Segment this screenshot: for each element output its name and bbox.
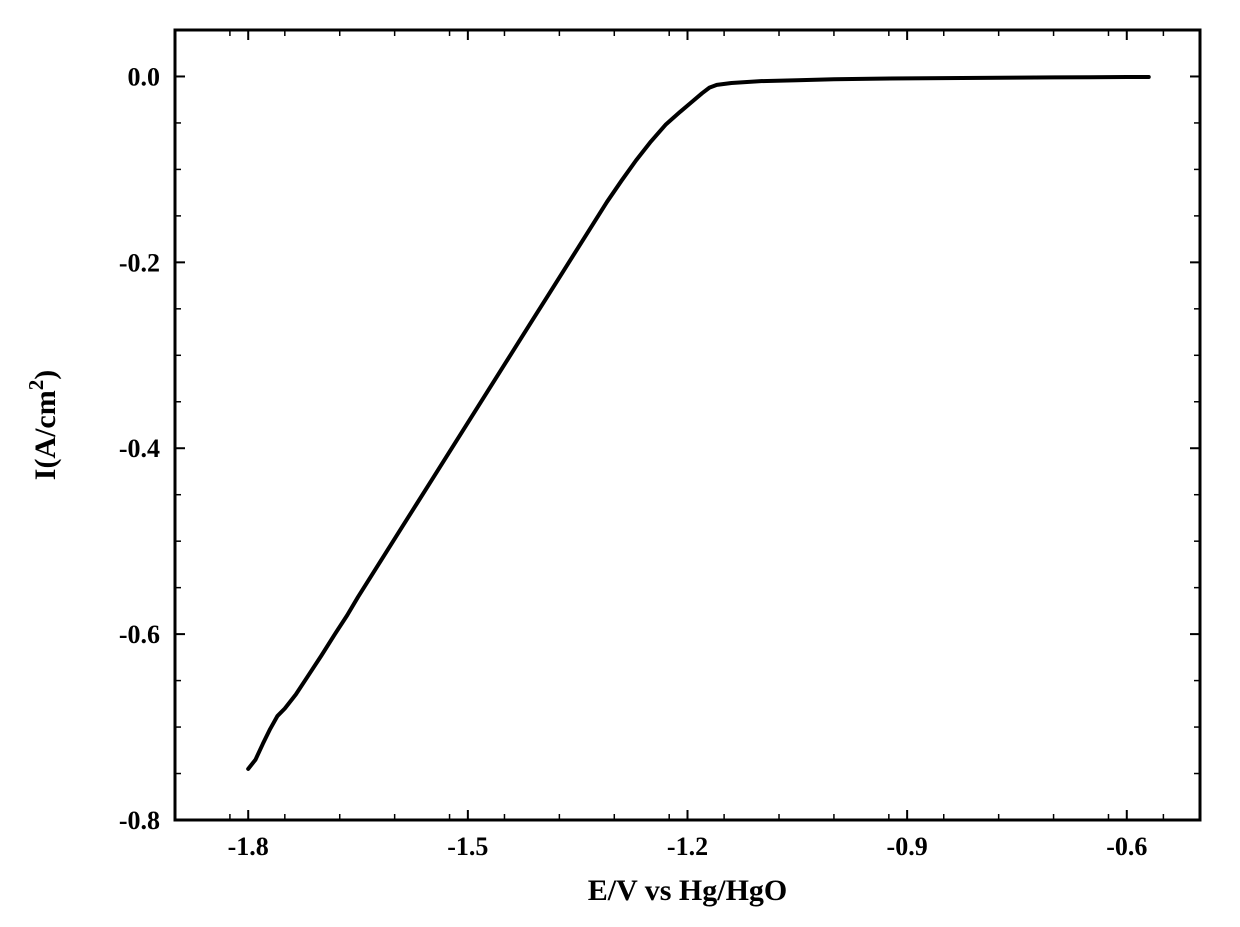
x-tick-label: -1.5 xyxy=(447,832,488,861)
x-tick-label: -0.9 xyxy=(887,832,928,861)
x-axis-label: E/V vs Hg/HgO xyxy=(588,874,787,907)
polarization-chart: -1.8 -1.5 -1.2 -0.9 -0.6 -0.8 -0.6 -0.4 -0.2 0.0 E… xyxy=(0,0,1240,927)
x-tick-label: -0.6 xyxy=(1106,832,1147,861)
x-tick-label: -1.8 xyxy=(228,832,269,861)
x-tick-label: -1.2 xyxy=(667,832,708,861)
y-tick-label: -0.8 xyxy=(119,806,160,835)
y-tick-label: -0.2 xyxy=(119,248,160,277)
y-tick-label: -0.4 xyxy=(119,434,160,463)
y-tick-label: 0.0 xyxy=(128,62,161,91)
y-axis-label: I(A/cm2) xyxy=(24,370,62,480)
y-tick-label: -0.6 xyxy=(119,620,160,649)
plot-border xyxy=(175,30,1200,820)
polarization-curve xyxy=(248,77,1149,769)
chart-container: -1.8 -1.5 -1.2 -0.9 -0.6 -0.8 -0.6 -0.4 -0.2 0.0 E… xyxy=(0,0,1240,927)
